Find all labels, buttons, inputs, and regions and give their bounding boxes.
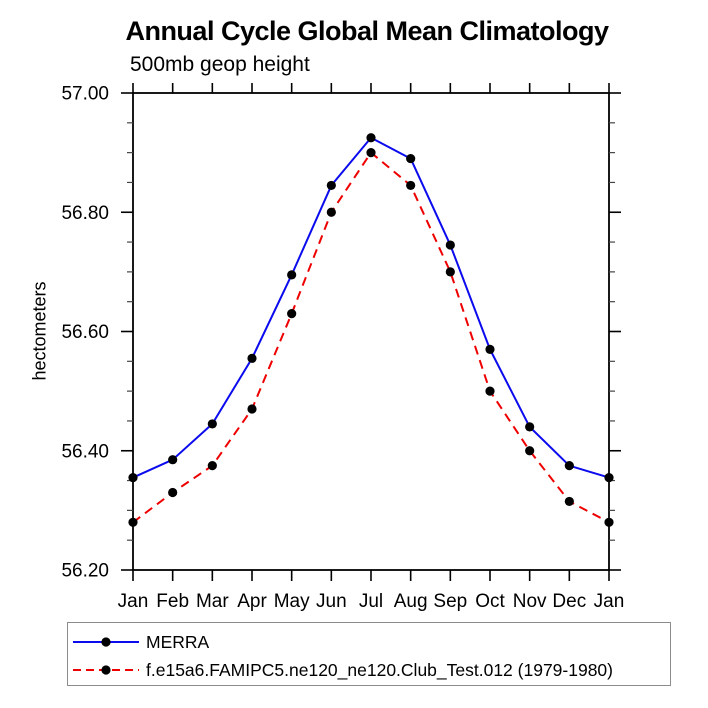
merra-line-sample-icon bbox=[73, 637, 139, 647]
data-point-marker bbox=[525, 422, 535, 432]
x-tick-label: Jan bbox=[118, 591, 149, 612]
data-point-marker bbox=[168, 455, 178, 465]
data-point-marker bbox=[326, 207, 336, 217]
model-line-sample-icon bbox=[73, 665, 139, 675]
x-tick-label: Jun bbox=[316, 591, 347, 612]
data-point-marker bbox=[406, 153, 416, 164]
series-line-merra bbox=[132, 136, 610, 479]
legend: MERRA f.e15a6.FAMIPC5.ne120_ne120.Club_T… bbox=[67, 622, 671, 686]
data-point-marker bbox=[128, 472, 138, 483]
data-point-marker bbox=[445, 240, 455, 250]
legend-label-model: f.e15a6.FAMIPC5.ne120_ne120.Club_Test.01… bbox=[146, 659, 613, 680]
x-tick-label: Jul bbox=[359, 591, 383, 612]
data-point-marker bbox=[485, 386, 495, 396]
data-point-marker bbox=[366, 133, 376, 143]
y-tick-label: 56.80 bbox=[61, 203, 109, 224]
data-point-marker bbox=[366, 148, 376, 158]
x-tick-label: Dec bbox=[552, 591, 586, 612]
data-point-marker bbox=[247, 404, 257, 414]
data-point-marker bbox=[168, 487, 178, 498]
data-point-marker bbox=[604, 472, 614, 483]
data-point-marker bbox=[564, 496, 574, 507]
data-point-marker bbox=[287, 270, 297, 280]
data-point-marker bbox=[564, 461, 574, 471]
data-point-marker bbox=[128, 517, 138, 527]
x-tick-label: Feb bbox=[156, 591, 189, 612]
x-tick-label: Oct bbox=[475, 591, 505, 612]
legend-item-model: f.e15a6.FAMIPC5.ne120_ne120.Club_Test.01… bbox=[72, 658, 613, 682]
y-tick-label: 56.60 bbox=[61, 322, 109, 343]
legend-label-merra: MERRA bbox=[146, 631, 210, 652]
data-point-marker bbox=[207, 461, 217, 471]
data-point-marker bbox=[445, 267, 455, 277]
x-tick-label: Mar bbox=[196, 591, 229, 612]
x-tick-label: May bbox=[274, 591, 310, 612]
series-line-model bbox=[132, 151, 610, 524]
data-point-marker bbox=[485, 344, 495, 354]
data-point-marker bbox=[525, 446, 535, 456]
data-point-marker bbox=[207, 419, 217, 429]
data-point-marker bbox=[247, 353, 257, 363]
y-tick-label: 57.00 bbox=[61, 84, 109, 105]
y-tick-label: 56.20 bbox=[61, 561, 109, 582]
y-tick-label: 56.40 bbox=[61, 441, 109, 462]
data-point-marker bbox=[287, 309, 297, 319]
x-tick-label: Aug bbox=[394, 591, 428, 612]
x-tick-label: Apr bbox=[237, 591, 267, 612]
x-tick-label: Nov bbox=[513, 591, 547, 612]
data-point-marker bbox=[604, 517, 614, 527]
chart-subtitle: 500mb geop height bbox=[130, 53, 310, 76]
data-point-marker bbox=[326, 180, 336, 191]
legend-item-merra: MERRA bbox=[72, 630, 209, 654]
chart-title: Annual Cycle Global Mean Climatology bbox=[125, 16, 609, 46]
data-point-marker bbox=[406, 180, 416, 191]
x-tick-label: Sep bbox=[433, 591, 467, 612]
x-tick-label: Jan bbox=[594, 591, 625, 612]
plot-box bbox=[132, 92, 610, 571]
